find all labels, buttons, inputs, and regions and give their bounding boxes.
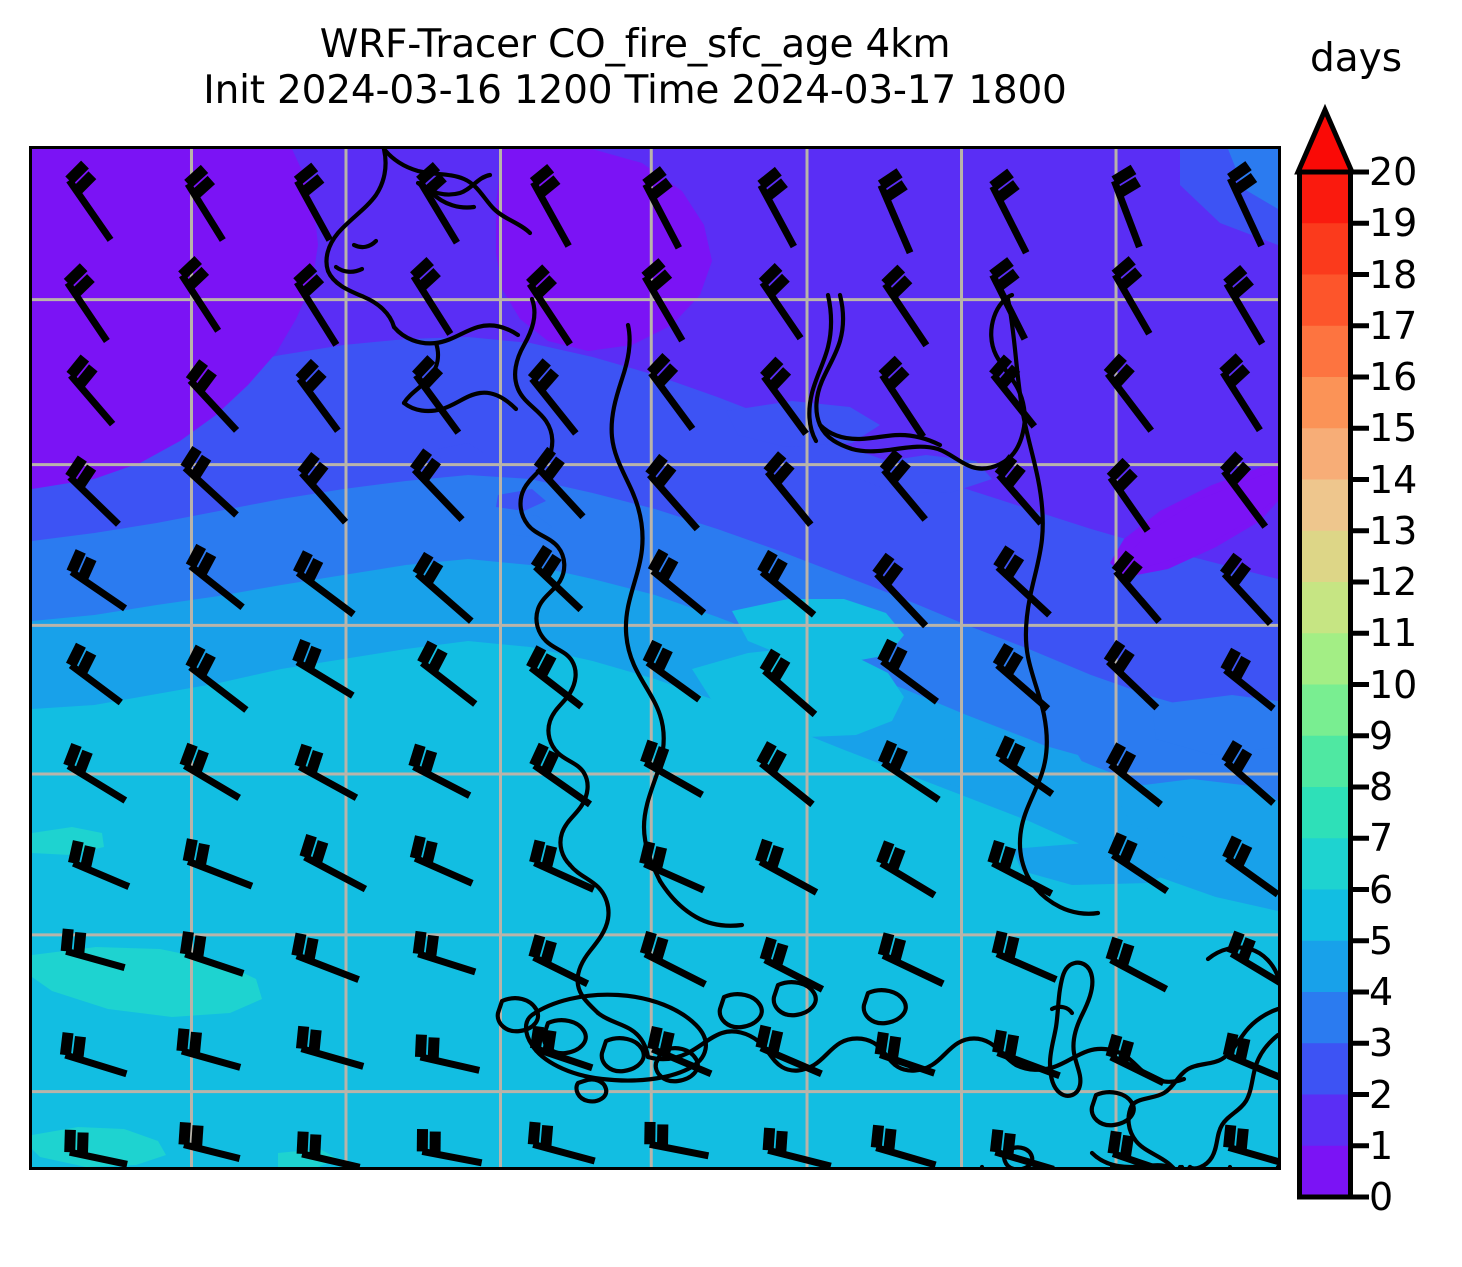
map-plot-area[interactable] — [29, 146, 1281, 1170]
colorbar-tick-label: 19 — [1369, 201, 1418, 246]
colorbar-units-label: days — [1309, 36, 1403, 81]
colorbar-tick-label: 9 — [1369, 713, 1394, 758]
colorbar-tick-label: 10 — [1369, 662, 1418, 707]
colorbar-tick-label: 0 — [1369, 1175, 1394, 1219]
colorbar-tick-label: 1 — [1369, 1123, 1394, 1168]
contour-fill-layer — [32, 149, 1278, 1167]
colorbar-gradient — [1294, 103, 1369, 1200]
colorbar-tick-label: 3 — [1369, 1021, 1394, 1066]
wind-barb-layer — [32, 149, 1278, 1167]
colorbar-tick-label: 11 — [1369, 611, 1418, 656]
colorbar-tick-label: 6 — [1369, 867, 1394, 912]
colorbar-tick-label: 4 — [1369, 970, 1394, 1014]
page-title: WRF-Tracer CO_fire_sfc_age 4km Init 2024… — [203, 22, 1067, 114]
colorbar-tick-label: 15 — [1369, 406, 1418, 451]
colorbar[interactable]: days 0 1 2 3 4 5 6 7 8 9 10 11 12 13 14 15 16 17 18 19 20 — [1294, 36, 1462, 1220]
colorbar-tick-label: 5 — [1369, 918, 1394, 963]
colorbar-tick-label: 8 — [1369, 765, 1394, 809]
colorbar-tick-label: 20 — [1369, 150, 1418, 194]
colorbar-tick-label: 17 — [1369, 303, 1418, 348]
colorbar-tick-label: 13 — [1369, 508, 1418, 553]
colorbar-tick-label: 12 — [1369, 560, 1418, 604]
colorbar-tick-label: 18 — [1369, 252, 1418, 297]
colorbar-tick-label: 2 — [1369, 1072, 1394, 1117]
colorbar-tick-label: 7 — [1369, 816, 1394, 861]
colorbar-tick-label: 14 — [1369, 457, 1418, 502]
colorbar-tick-label: 16 — [1369, 355, 1418, 399]
